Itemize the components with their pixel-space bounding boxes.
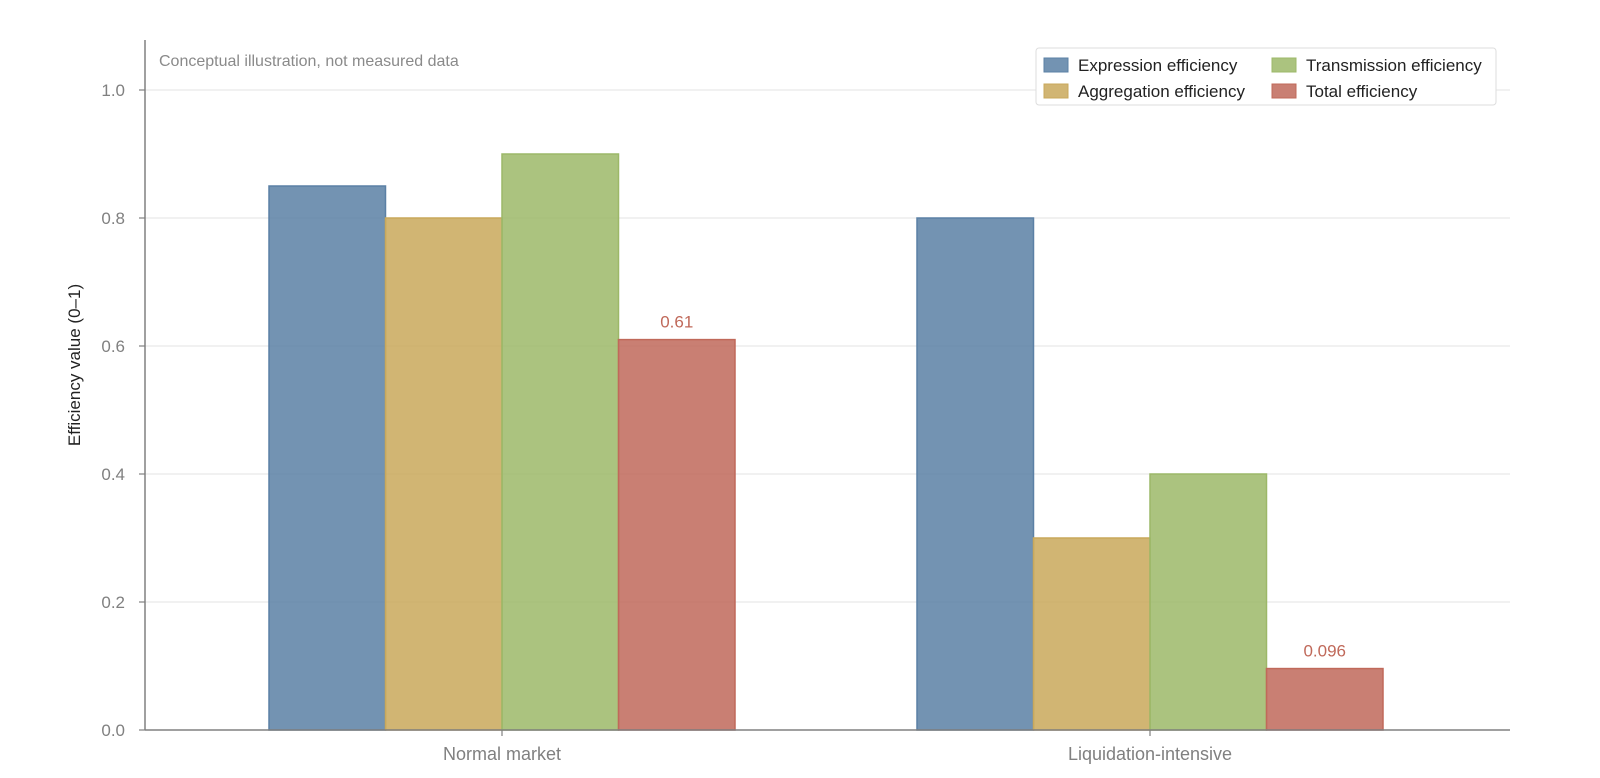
bar-total-efficiency-0 [617,338,736,731]
legend-label: Total efficiency [1306,82,1418,101]
legend-swatch [1271,57,1297,73]
axes [144,40,1510,731]
legend-label: Expression efficiency [1078,56,1238,75]
y-ticks: 0.0 0.2 0.4 0.6 0.8 1.0 [101,81,145,740]
bar-aggregation-efficiency-1 [1032,537,1151,731]
bar-expression-efficiency-0 [268,185,387,731]
bar-expression-efficiency-1 [916,217,1035,731]
annotation-note: Conceptual illustration, not measured da… [159,53,459,70]
x-category-label: Liquidation-intensive [1068,744,1232,764]
x-category-label: Normal market [443,744,561,764]
legend-label: Aggregation efficiency [1078,82,1245,101]
y-tick-label: 0.4 [101,465,125,484]
y-tick-label: 0.6 [101,337,125,356]
data-label-0: 0.61 [660,313,693,332]
legend-label: Transmission efficiency [1306,56,1482,75]
y-tick-label: 0.0 [101,721,125,740]
y-tick-label: 0.8 [101,209,125,228]
legend-swatch [1043,83,1069,99]
y-tick-label: 1.0 [101,81,125,100]
bar-transmission-efficiency-0 [501,153,620,731]
bars [268,153,1384,731]
legend-box [1035,47,1497,106]
data-labels: 0.61 0.096 [660,313,1346,661]
data-label-1: 0.096 [1303,642,1346,661]
bar-total-efficiency-1 [1265,667,1384,731]
x-category-labels: Normal market Liquidation-intensive [443,730,1232,764]
bar-transmission-efficiency-1 [1149,473,1268,731]
y-tick-label: 0.2 [101,593,125,612]
bar-aggregation-efficiency-0 [384,217,503,731]
y-axis-title: Efficiency value (0–1) [65,284,84,446]
legend-swatch [1043,57,1069,73]
legend: Expression efficiency Aggregation efficie… [1035,47,1497,106]
legend-swatch [1271,83,1297,99]
